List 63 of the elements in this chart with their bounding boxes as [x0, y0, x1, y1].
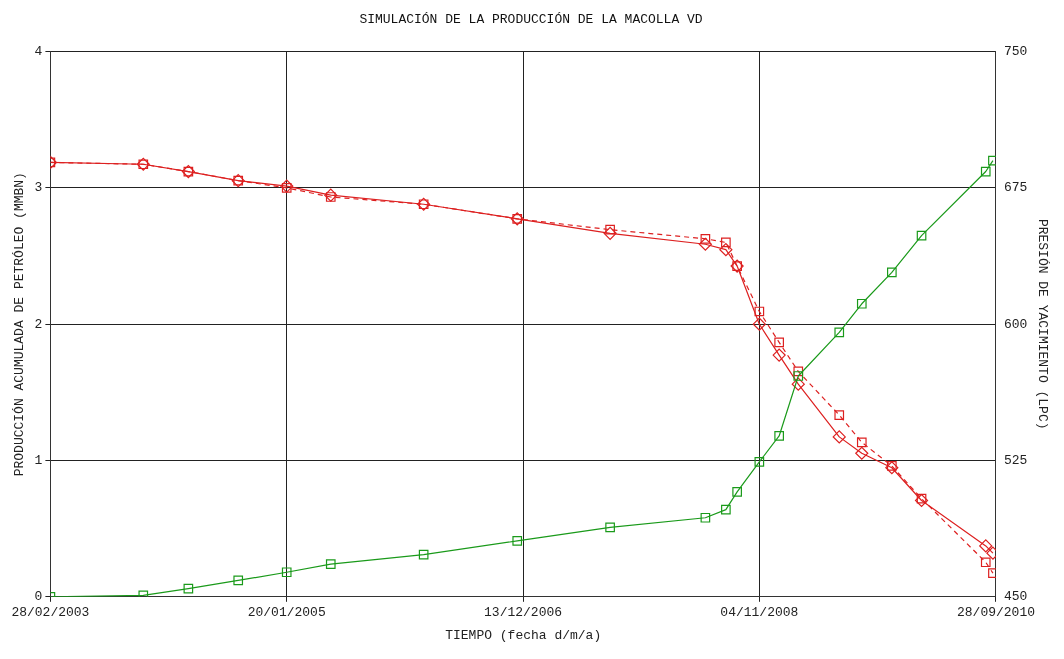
y-tick-label: 4	[34, 44, 43, 60]
x-tick-label: 20/01/2005	[247, 605, 326, 621]
point	[281, 567, 292, 578]
point	[887, 461, 897, 471]
point	[700, 233, 711, 244]
point	[721, 504, 731, 515]
point	[980, 557, 991, 568]
y2-tick-label: 600	[1004, 316, 1028, 332]
point	[721, 237, 731, 248]
point	[754, 306, 765, 317]
point	[855, 446, 869, 460]
point	[280, 179, 294, 193]
point	[832, 430, 846, 444]
point	[914, 493, 929, 508]
y-tick-label: 3	[34, 180, 43, 196]
point	[418, 549, 429, 560]
point	[732, 487, 742, 497]
point	[512, 536, 523, 546]
point	[774, 337, 784, 348]
y2-tick-label: 675	[1004, 180, 1028, 196]
point	[325, 192, 336, 202]
point	[856, 437, 867, 448]
point	[183, 583, 194, 594]
point	[698, 237, 712, 251]
point	[856, 298, 867, 309]
point	[605, 224, 615, 235]
point	[719, 243, 733, 257]
point	[603, 226, 617, 240]
point	[793, 366, 804, 377]
point	[887, 267, 897, 278]
y2-axis-title: PRESIÓN DE YACIMIENTO (LPC)	[1034, 218, 1050, 430]
point	[885, 461, 899, 475]
point	[325, 559, 336, 569]
point	[793, 371, 804, 381]
y-axis-title: PRODUCCIÓN ACUMULADA DE PETRÓLEO (MMBN)	[12, 172, 28, 477]
point	[774, 431, 784, 441]
x-axis-title: TIEMPO (fecha d/m/a)	[445, 627, 602, 643]
point	[605, 522, 615, 533]
point	[233, 575, 244, 586]
point	[281, 183, 292, 193]
x-tick-label: 13/12/2006	[484, 605, 563, 621]
x-tick-label: 28/02/2003	[11, 605, 90, 621]
y2-tick-label: 450	[1004, 589, 1028, 605]
y-tick-label: 1	[34, 452, 43, 468]
point	[834, 327, 845, 338]
x-tick-label: 04/11/2008	[720, 605, 799, 621]
x-tick-label: 28/09/2010	[956, 605, 1035, 621]
point	[772, 348, 786, 362]
point	[754, 457, 765, 467]
point	[791, 377, 805, 391]
point	[752, 317, 766, 331]
point	[916, 493, 927, 504]
chart-title: SIMULACIÓN DE LA PRODUCCIÓN DE LA MACOLLA VD	[359, 12, 703, 28]
point	[980, 166, 991, 177]
y-tick-label: 2	[34, 316, 43, 332]
y2-tick-label: 525	[1004, 452, 1028, 468]
point	[324, 188, 338, 202]
y2-tick-label: 750	[1004, 44, 1028, 60]
point	[834, 410, 845, 420]
point	[916, 230, 927, 241]
point	[700, 512, 711, 523]
point	[979, 539, 993, 553]
y-tick-label: 0	[34, 589, 43, 605]
